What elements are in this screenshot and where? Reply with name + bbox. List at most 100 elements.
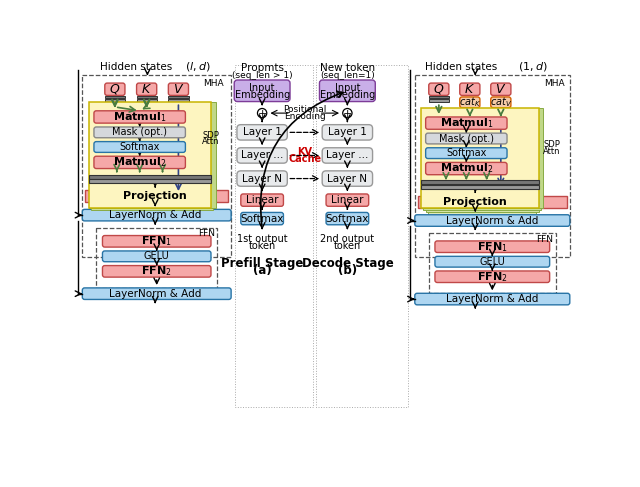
Text: SDP: SDP <box>543 140 561 149</box>
Bar <box>421 108 543 208</box>
Bar <box>85 190 228 203</box>
FancyBboxPatch shape <box>102 236 211 247</box>
FancyBboxPatch shape <box>241 212 284 225</box>
Bar <box>460 112 480 114</box>
Text: GELU: GELU <box>479 257 505 267</box>
Text: MHA: MHA <box>545 78 565 88</box>
Text: Attn: Attn <box>543 147 561 156</box>
Bar <box>98 111 206 217</box>
Bar <box>491 112 511 114</box>
Text: FFN: FFN <box>198 229 215 239</box>
Circle shape <box>343 109 352 118</box>
Text: $+$: $+$ <box>342 108 353 119</box>
Text: GELU: GELU <box>144 251 170 262</box>
Bar <box>88 102 216 208</box>
Text: Hidden states: Hidden states <box>425 62 497 72</box>
FancyBboxPatch shape <box>94 142 186 152</box>
Text: Encoding: Encoding <box>284 112 326 121</box>
Text: Softmax: Softmax <box>326 214 369 224</box>
Bar <box>136 99 157 102</box>
Bar <box>429 99 449 102</box>
FancyBboxPatch shape <box>237 148 287 163</box>
Text: Linear: Linear <box>331 195 364 205</box>
Text: Positional: Positional <box>283 105 326 114</box>
Text: Layer 1: Layer 1 <box>328 128 367 137</box>
FancyBboxPatch shape <box>435 271 550 282</box>
Bar <box>491 109 511 111</box>
Bar <box>429 233 556 293</box>
Bar <box>91 104 213 210</box>
Text: SDP: SDP <box>203 131 220 140</box>
Text: Mask (opt.): Mask (opt.) <box>112 128 167 137</box>
Text: token: token <box>248 241 276 250</box>
Text: Matmul$_1$: Matmul$_1$ <box>113 110 166 124</box>
FancyBboxPatch shape <box>94 127 186 138</box>
Text: FFN$_2$: FFN$_2$ <box>477 270 508 283</box>
Bar <box>429 96 449 98</box>
Text: Embedding: Embedding <box>320 90 375 100</box>
FancyBboxPatch shape <box>426 133 507 144</box>
FancyBboxPatch shape <box>460 97 480 108</box>
Text: $cat_{\mathit{V}}$: $cat_{\mathit{V}}$ <box>490 95 512 109</box>
FancyBboxPatch shape <box>319 80 375 102</box>
Text: Decode Stage: Decode Stage <box>301 257 393 270</box>
Text: Matmul$_2$: Matmul$_2$ <box>440 162 493 175</box>
Text: (seq_len > 1): (seq_len > 1) <box>232 71 292 80</box>
Text: $V$: $V$ <box>495 83 506 96</box>
Text: $Q$: $Q$ <box>433 82 445 96</box>
Bar <box>460 109 480 111</box>
Text: Projection: Projection <box>124 191 187 201</box>
Bar <box>136 96 157 98</box>
FancyBboxPatch shape <box>460 83 480 95</box>
Bar <box>235 65 312 407</box>
FancyBboxPatch shape <box>415 293 570 305</box>
Bar <box>316 65 408 407</box>
Text: $(\it{l}, \it{d})$: $(\it{l}, \it{d})$ <box>185 60 211 74</box>
Bar <box>88 175 211 179</box>
Text: FFN$_2$: FFN$_2$ <box>141 264 172 278</box>
FancyBboxPatch shape <box>426 148 507 159</box>
Text: FFN$_1$: FFN$_1$ <box>477 240 508 254</box>
Text: $K$: $K$ <box>464 83 476 96</box>
Text: Softmax: Softmax <box>446 148 486 158</box>
Text: New token: New token <box>320 63 375 74</box>
Bar <box>423 110 541 210</box>
Bar <box>168 96 189 98</box>
FancyBboxPatch shape <box>426 162 507 175</box>
Text: Matmul$_2$: Matmul$_2$ <box>113 155 166 169</box>
Text: Layer 1: Layer 1 <box>243 128 282 137</box>
Text: FFN: FFN <box>536 235 554 244</box>
FancyBboxPatch shape <box>83 288 231 300</box>
Text: Softmax: Softmax <box>120 142 160 152</box>
Text: Hidden states: Hidden states <box>100 62 172 72</box>
Text: Matmul$_1$: Matmul$_1$ <box>440 116 493 130</box>
Text: $V$: $V$ <box>173 83 184 96</box>
FancyBboxPatch shape <box>435 241 550 252</box>
Text: KV: KV <box>297 147 312 157</box>
Text: Attn: Attn <box>202 137 220 146</box>
FancyBboxPatch shape <box>322 125 372 140</box>
Text: Linear: Linear <box>246 195 278 205</box>
FancyBboxPatch shape <box>491 83 511 95</box>
Text: Layer ...: Layer ... <box>241 150 284 160</box>
Text: Embedding: Embedding <box>234 90 290 100</box>
Text: 2nd output: 2nd output <box>320 234 374 244</box>
FancyBboxPatch shape <box>94 111 186 123</box>
Text: LayerNorm & Add: LayerNorm & Add <box>109 210 202 220</box>
Bar <box>421 185 539 188</box>
Text: Layer N: Layer N <box>328 173 367 184</box>
FancyBboxPatch shape <box>102 251 211 262</box>
Text: Input: Input <box>335 83 360 93</box>
FancyBboxPatch shape <box>322 171 372 186</box>
Bar <box>428 114 536 215</box>
Text: $+$: $+$ <box>257 108 268 119</box>
FancyBboxPatch shape <box>491 97 511 108</box>
Text: (a): (a) <box>253 264 271 278</box>
FancyBboxPatch shape <box>105 83 125 95</box>
Text: Projection: Projection <box>444 197 507 206</box>
Bar <box>415 75 570 257</box>
Bar <box>88 179 211 183</box>
Text: (b): (b) <box>338 264 357 278</box>
Bar <box>418 195 566 208</box>
FancyBboxPatch shape <box>429 83 449 95</box>
